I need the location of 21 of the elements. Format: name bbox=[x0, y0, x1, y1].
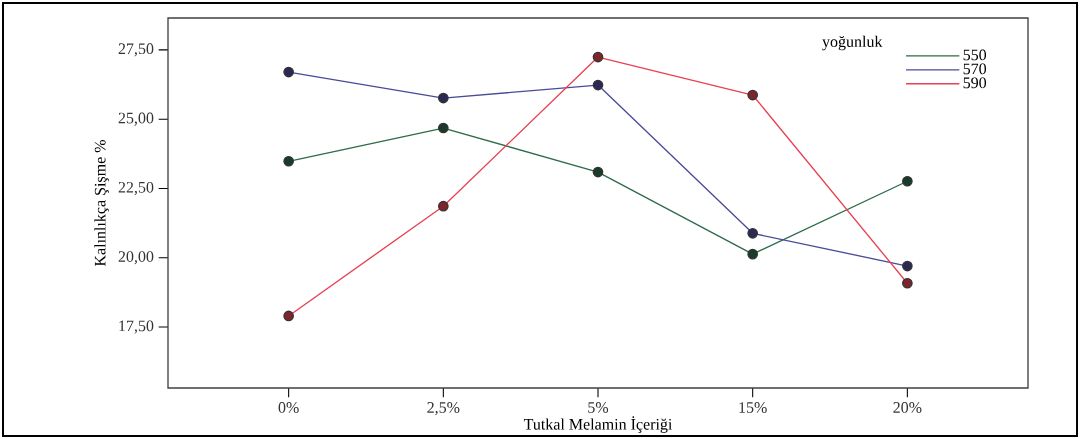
legend-label: 550 bbox=[963, 49, 987, 61]
x-tick-label: 0% bbox=[278, 402, 299, 413]
legend-label: 570 bbox=[963, 63, 987, 75]
point bbox=[437, 122, 449, 134]
y-tick-label: 25,00 bbox=[118, 112, 154, 126]
x-tick-label: 2,5% bbox=[427, 402, 460, 416]
y-axis-title: Kalınlıkça Şişme % bbox=[94, 140, 109, 267]
x-axis-title: Tutkal Melamin İçeriği bbox=[523, 416, 673, 433]
x-tick-label: 5% bbox=[588, 402, 609, 413]
y-tick-label: 27,50 bbox=[118, 43, 154, 57]
point bbox=[902, 175, 913, 187]
point bbox=[747, 248, 759, 260]
point bbox=[283, 155, 294, 167]
y-tick-label: 22,50 bbox=[118, 181, 154, 196]
legend-label: 590 bbox=[963, 77, 987, 89]
legend-title: yoğunluk bbox=[822, 35, 883, 51]
x-tick-label: 15% bbox=[739, 402, 767, 413]
point bbox=[592, 166, 604, 178]
x-tick-label: 20% bbox=[893, 402, 922, 413]
y-tick-label: 20,00 bbox=[118, 251, 154, 265]
y-tick-label: 17,50 bbox=[119, 320, 154, 334]
